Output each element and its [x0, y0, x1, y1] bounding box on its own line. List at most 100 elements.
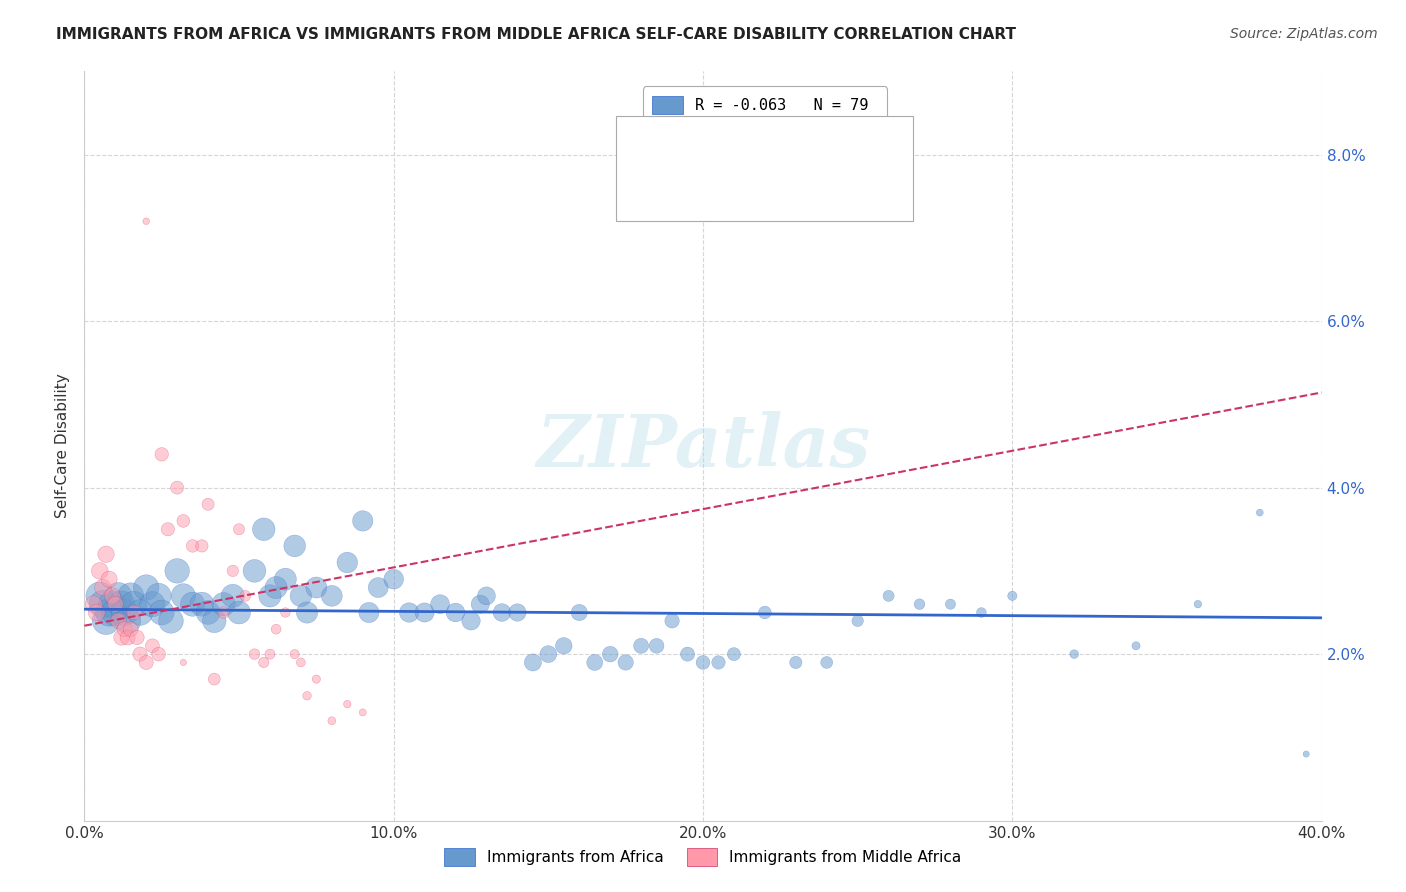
Point [259, 589, 281, 603]
Point [645, 639, 668, 653]
Legend: R = -0.063   N = 79, R =   0.174   N = 45: R = -0.063 N = 79, R = 0.174 N = 45 [643, 87, 887, 150]
Point [295, 689, 318, 703]
Point [122, 597, 145, 611]
Point [1063, 647, 1085, 661]
Point [630, 639, 652, 653]
Point [107, 589, 129, 603]
Point [305, 672, 328, 686]
Point [129, 647, 152, 661]
Point [460, 614, 482, 628]
Point [141, 639, 163, 653]
Point [191, 539, 214, 553]
Legend: Immigrants from Africa, Immigrants from Middle Africa: Immigrants from Africa, Immigrants from … [434, 838, 972, 875]
Point [202, 672, 225, 686]
Point [197, 606, 219, 620]
Point [148, 589, 170, 603]
Point [166, 481, 188, 495]
Point [172, 589, 194, 603]
Point [846, 614, 869, 628]
Point [98, 572, 121, 586]
Text: Source: ZipAtlas.com: Source: ZipAtlas.com [1230, 27, 1378, 41]
Text: ZIPatlas: ZIPatlas [536, 410, 870, 482]
Point [676, 647, 699, 661]
Point [197, 497, 219, 511]
Point [101, 597, 124, 611]
Point [243, 564, 266, 578]
Point [166, 564, 188, 578]
Point [506, 606, 529, 620]
Point [104, 606, 127, 620]
Point [970, 606, 993, 620]
Point [692, 656, 714, 670]
Point [274, 606, 297, 620]
Point [444, 606, 467, 620]
Point [382, 572, 405, 586]
Point [614, 656, 637, 670]
Point [336, 697, 359, 711]
Point [537, 647, 560, 661]
Point [522, 656, 544, 670]
Point [94, 547, 117, 561]
Point [1249, 506, 1271, 520]
Point [156, 522, 179, 536]
Point [120, 589, 142, 603]
Point [1295, 747, 1317, 761]
Point [253, 656, 276, 670]
Point [181, 539, 204, 553]
Point [86, 606, 108, 620]
Point [429, 597, 451, 611]
Point [413, 606, 436, 620]
Point [172, 514, 194, 528]
Point [908, 597, 931, 611]
Point [723, 647, 745, 661]
Point [212, 597, 235, 611]
Point [181, 597, 204, 611]
Point [222, 589, 245, 603]
Point [259, 647, 281, 661]
Point [491, 606, 513, 620]
Point [815, 656, 838, 670]
Point [939, 597, 962, 611]
Point [553, 639, 575, 653]
Point [135, 656, 157, 670]
Point [125, 631, 148, 645]
Point [398, 606, 420, 620]
Point [568, 606, 591, 620]
Point [321, 589, 343, 603]
Point [583, 656, 606, 670]
Point [129, 606, 152, 620]
Point [599, 647, 621, 661]
Point [114, 606, 136, 620]
Point [148, 647, 170, 661]
Point [228, 606, 250, 620]
Point [785, 656, 807, 670]
Point [357, 606, 380, 620]
Point [107, 614, 129, 628]
Point [212, 606, 235, 620]
Point [135, 581, 157, 595]
Point [264, 622, 287, 636]
Point [150, 447, 173, 461]
Point [290, 589, 312, 603]
Point [707, 656, 730, 670]
Point [295, 606, 318, 620]
Point [253, 522, 276, 536]
Point [1001, 589, 1024, 603]
Point [470, 597, 492, 611]
Point [160, 614, 183, 628]
Point [94, 614, 117, 628]
Point [877, 589, 900, 603]
Point [150, 606, 173, 620]
Point [222, 564, 245, 578]
Point [98, 606, 121, 620]
Point [264, 581, 287, 595]
Point [305, 581, 328, 595]
Point [141, 597, 163, 611]
Y-axis label: Self-Care Disability: Self-Care Disability [55, 374, 70, 518]
Point [91, 581, 114, 595]
Point [233, 589, 256, 603]
Point [83, 597, 105, 611]
Point [89, 589, 111, 603]
Point [89, 564, 111, 578]
Point [352, 514, 374, 528]
